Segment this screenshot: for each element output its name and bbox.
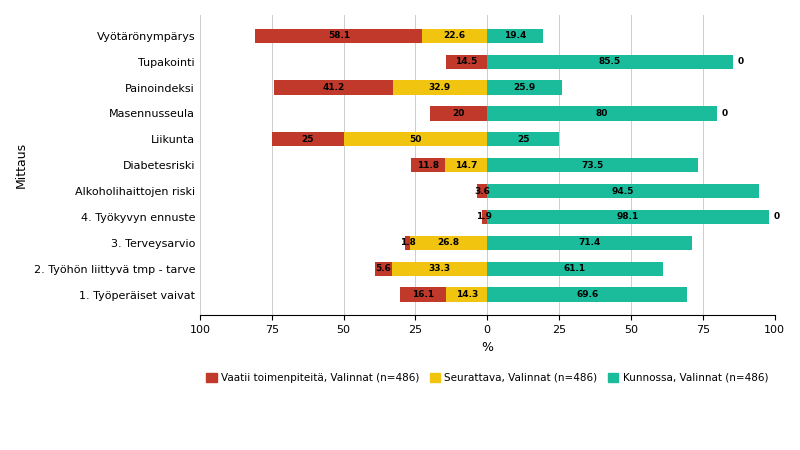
Text: 73.5: 73.5 [582,161,604,170]
Text: 19.4: 19.4 [504,31,526,40]
Text: 61.1: 61.1 [564,264,586,273]
Text: 25.9: 25.9 [514,83,535,92]
Bar [400,288,446,302]
Legend: Vaatii toimenpiteitä, Valinnat (n=486), Seurattava, Valinnat (n=486), Kunnossa, : Vaatii toimenpiteitä, Valinnat (n=486), … [202,369,772,387]
Text: 1.9: 1.9 [477,212,493,221]
Bar [446,54,487,69]
Text: 22.6: 22.6 [444,31,466,40]
Text: 5.6: 5.6 [375,264,391,273]
Text: 0: 0 [737,57,743,66]
Text: 14.7: 14.7 [455,161,478,170]
Text: 20: 20 [452,109,465,118]
Text: 25: 25 [517,135,530,144]
Bar [422,29,487,43]
Bar [446,288,487,302]
Bar [487,236,692,250]
Text: 58.1: 58.1 [328,31,350,40]
Bar [410,236,487,250]
Bar [411,158,445,172]
Text: 94.5: 94.5 [612,186,634,195]
Text: 98.1: 98.1 [617,212,639,221]
Text: 25: 25 [302,135,314,144]
Bar [487,132,559,146]
Text: 80: 80 [596,109,608,118]
Bar [487,288,687,302]
Bar [430,106,487,121]
Bar [393,81,487,94]
Bar [487,81,562,94]
Y-axis label: Mittaus: Mittaus [15,142,28,188]
Bar [274,81,393,94]
Bar [255,29,422,43]
Text: 0: 0 [722,109,727,118]
Text: 3.6: 3.6 [474,186,490,195]
Text: 0: 0 [774,212,779,221]
Text: 41.2: 41.2 [322,83,345,92]
Bar [487,184,758,198]
Text: 50: 50 [409,135,422,144]
Bar [391,261,487,276]
Bar [487,261,662,276]
Bar [343,132,487,146]
Text: 71.4: 71.4 [578,238,601,247]
Text: 85.5: 85.5 [599,57,621,66]
Bar [272,132,343,146]
Bar [445,158,487,172]
Bar [487,158,698,172]
Text: 69.6: 69.6 [576,290,598,299]
Text: 33.3: 33.3 [428,264,450,273]
Bar [405,236,410,250]
Bar [487,210,769,224]
Bar [482,210,487,224]
Bar [487,29,543,43]
Text: 1.8: 1.8 [400,238,415,247]
Bar [477,184,487,198]
Bar [375,261,391,276]
Text: 32.9: 32.9 [429,83,451,92]
Bar [487,54,733,69]
Text: 14.5: 14.5 [455,57,478,66]
X-axis label: %: % [482,341,494,354]
Text: 14.3: 14.3 [455,290,478,299]
Text: 16.1: 16.1 [412,290,434,299]
Text: 11.8: 11.8 [417,161,439,170]
Bar [487,106,717,121]
Text: 26.8: 26.8 [438,238,460,247]
